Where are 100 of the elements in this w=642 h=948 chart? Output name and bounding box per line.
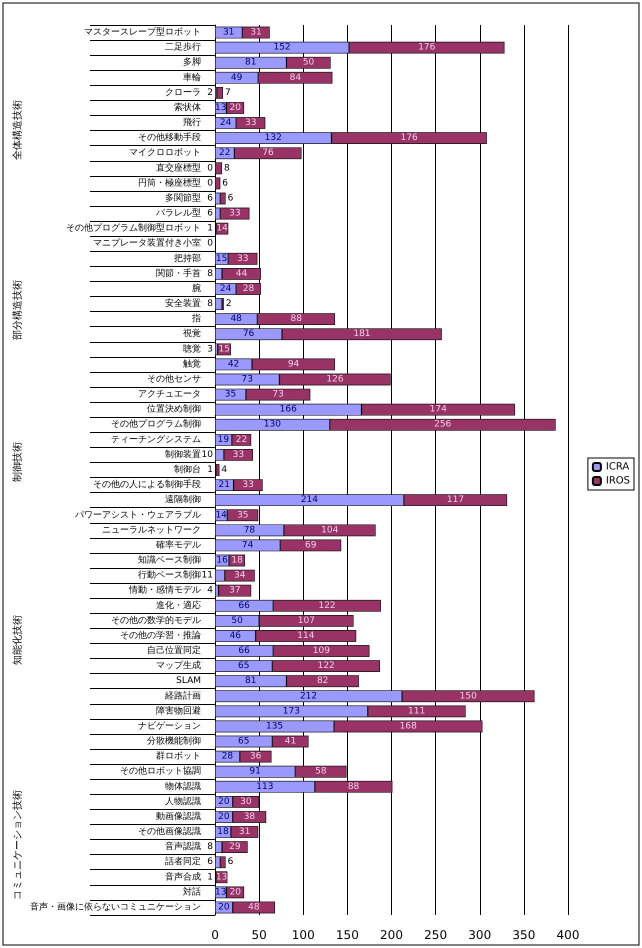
data-label: 65 — [238, 736, 250, 747]
data-label: 212 — [300, 691, 318, 702]
y-tick-label: ティーチングシステム — [111, 434, 201, 445]
text: 全体構造技術 — [12, 100, 24, 160]
data-label: 84 — [290, 72, 302, 83]
data-label: 48 — [230, 314, 242, 324]
data-label: 58 — [315, 766, 327, 777]
data-label: 18 — [231, 556, 244, 566]
data-label: 88 — [348, 782, 360, 792]
data-label: 126 — [326, 374, 344, 384]
data-label: 7 — [224, 88, 231, 98]
data-label: 65 — [238, 661, 250, 672]
data-label: 1 — [207, 224, 213, 234]
data-label: 10 — [202, 450, 214, 460]
data-label: 73 — [272, 390, 284, 400]
x-tick-label: 250 — [424, 928, 448, 942]
data-label: 35 — [224, 390, 236, 400]
data-label: 11 — [202, 570, 213, 581]
data-label: 33 — [242, 480, 254, 490]
y-tick-label: その他ロボット協調 — [120, 766, 201, 777]
data-label: 78 — [244, 525, 256, 536]
y-tick-label: 群ロボット — [156, 750, 201, 762]
data-label: 20 — [218, 796, 230, 807]
data-label: 6 — [222, 178, 228, 188]
data-label: 66 — [238, 600, 250, 611]
x-tick-label: 50 — [251, 928, 267, 942]
y-tick-label: 対話 — [183, 886, 201, 898]
data-label: 19 — [218, 434, 230, 445]
y-tick-label: クローラ — [165, 88, 201, 98]
x-tick-label: 150 — [336, 928, 359, 942]
bar — [216, 464, 220, 476]
data-label: 33 — [245, 118, 256, 128]
text: コミュニケーション技術 — [12, 790, 24, 900]
y-tick-label: 腕 — [192, 282, 201, 294]
data-label: 0 — [207, 238, 214, 249]
data-label: 35 — [237, 510, 249, 520]
data-label: 114 — [297, 630, 315, 641]
data-label: 0 — [207, 178, 214, 188]
y-tick-label: マスタースレーブ型ロボット — [84, 26, 201, 38]
y-tick-label: 進化・適応 — [156, 600, 201, 611]
y-tick-label: 制御台 — [174, 464, 201, 475]
data-label: 109 — [312, 646, 330, 656]
data-label: 13 — [215, 102, 226, 113]
data-label: 256 — [434, 420, 452, 430]
data-label: 28 — [222, 752, 234, 762]
text: 制御技術 — [12, 442, 24, 482]
data-label: 130 — [264, 420, 282, 430]
y-tick-label: その他移動手段 — [138, 132, 201, 144]
data-label: 50 — [302, 58, 315, 68]
x-tick-label: 400 — [556, 928, 580, 942]
data-label: 8 — [207, 299, 214, 310]
data-label: 132 — [264, 133, 282, 144]
data-label: 1 — [207, 872, 213, 882]
x-tick-label: 100 — [292, 928, 315, 942]
data-label: 30 — [240, 796, 252, 807]
data-label: 6 — [228, 857, 234, 868]
data-label: 168 — [400, 721, 418, 732]
y-tick-label: その他の学習・推論 — [120, 630, 201, 641]
data-label: 2 — [207, 88, 213, 98]
y-tick-label: 直交座標型 — [156, 162, 201, 174]
y-tick-label: 聴覚 — [183, 343, 201, 354]
data-label: 33 — [237, 254, 249, 264]
data-label: 107 — [298, 616, 315, 626]
text: 知能化技術 — [12, 615, 24, 665]
y-tick-label: 情動・感情モデル — [128, 584, 201, 596]
data-label: 42 — [228, 359, 240, 370]
data-label: 20 — [230, 102, 242, 113]
legend-label: ICRA — [606, 462, 630, 472]
data-label: 15 — [216, 254, 228, 264]
data-label: 8 — [224, 163, 230, 174]
data-label: 15 — [218, 344, 230, 354]
data-label: 33 — [232, 450, 244, 460]
data-label: 166 — [280, 404, 298, 415]
data-label: 176 — [400, 133, 418, 144]
data-label: 14 — [216, 224, 228, 234]
y-tick-label: 安全装置 — [165, 298, 201, 310]
data-label: 49 — [230, 72, 243, 83]
text: 部分構造技術 — [12, 280, 24, 340]
y-tick-label: 円筒・極座標型 — [138, 177, 201, 188]
y-tick-label: その他プログラム制御 — [111, 418, 201, 430]
data-label: 31 — [222, 28, 234, 38]
y-tick-label: 車輪 — [183, 72, 201, 83]
y-tick-label: ニューラルネットワーク — [102, 525, 201, 536]
data-label: 4 — [221, 465, 228, 475]
data-label: 73 — [241, 374, 253, 384]
data-label: 46 — [230, 630, 242, 641]
data-label: 214 — [300, 495, 318, 506]
y-tick-label: その他の人による制御手段 — [93, 479, 201, 490]
data-label: 24 — [220, 118, 232, 128]
y-tick-label: 音声合成 — [165, 871, 201, 882]
data-label: 81 — [245, 58, 256, 68]
data-label: 104 — [321, 525, 339, 536]
y-tick-label: その他画像認識 — [138, 826, 201, 838]
y-tick-label: その他センサ — [147, 373, 201, 384]
data-label: 22 — [218, 148, 230, 158]
data-label: 81 — [245, 676, 256, 686]
data-label: 94 — [288, 359, 300, 370]
y-tick-label: 把持部 — [174, 252, 201, 264]
y-tick-label: 触覚 — [183, 358, 201, 370]
data-label: 4 — [207, 586, 214, 596]
